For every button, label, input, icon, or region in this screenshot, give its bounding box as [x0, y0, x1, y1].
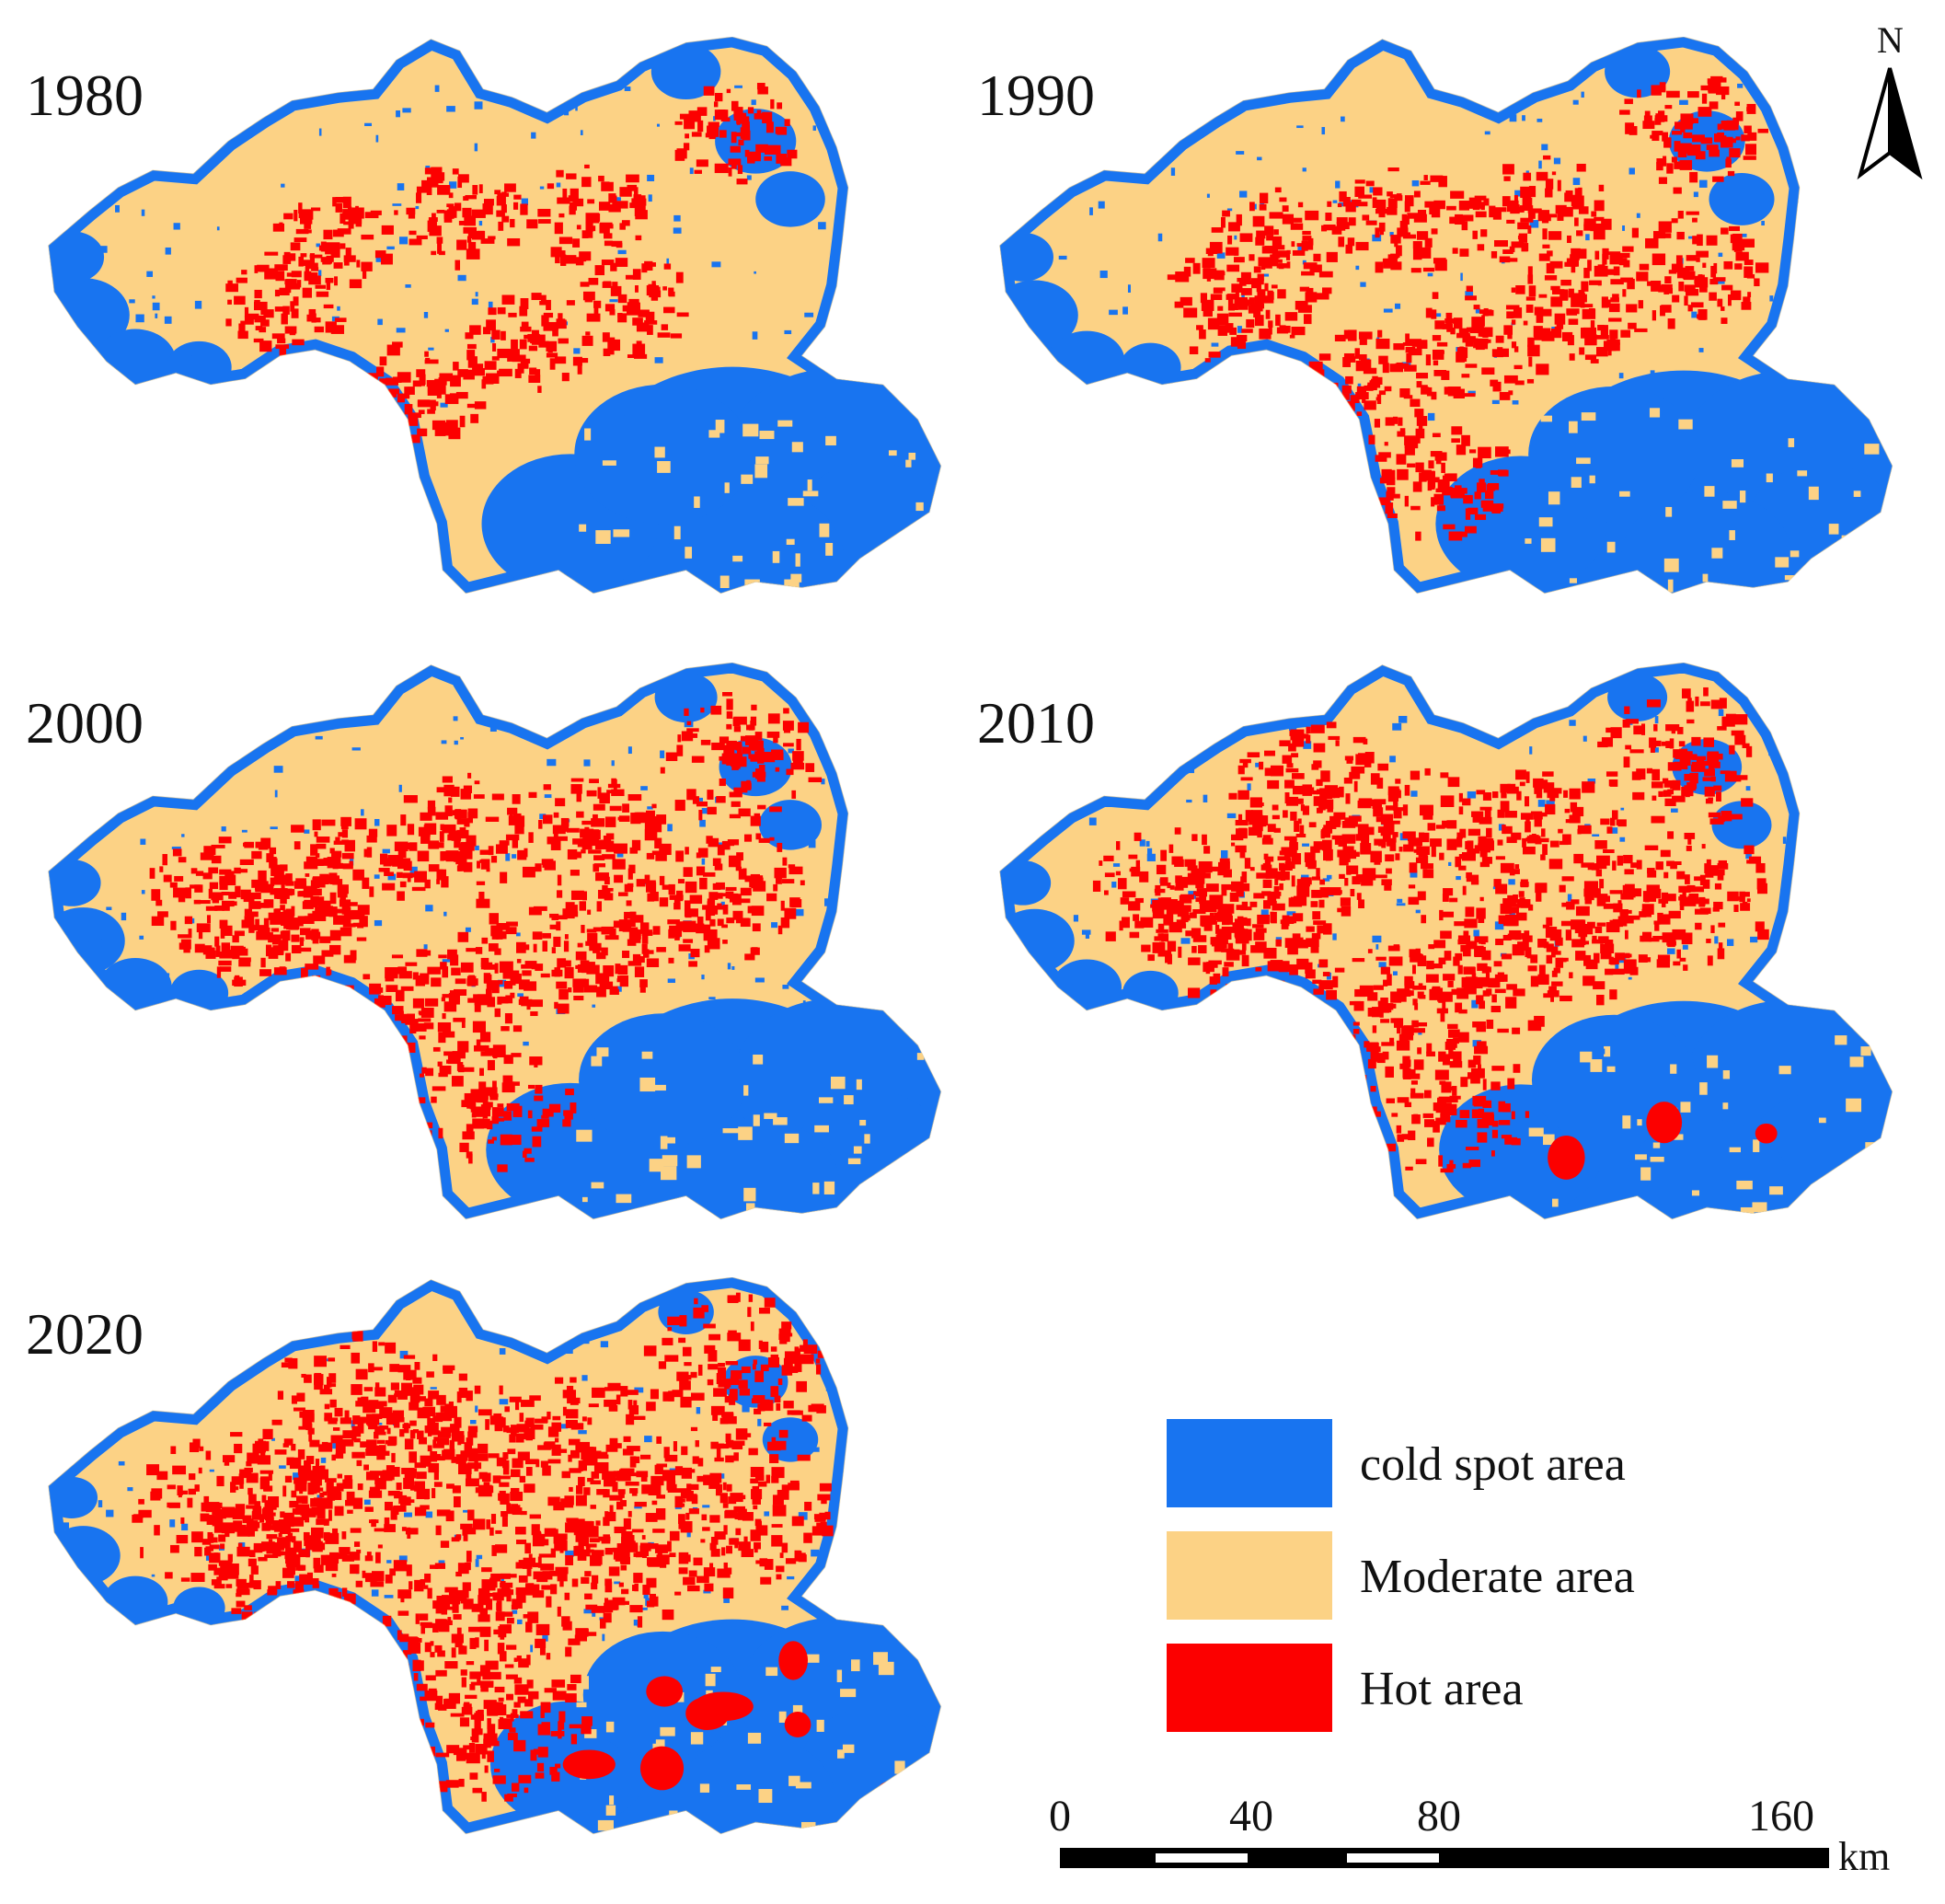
- map-panel-1980: [47, 37, 942, 594]
- north-letter: N: [1877, 19, 1904, 61]
- legend-label-moderate: Moderate area: [1360, 1551, 1635, 1603]
- year-label-2010: 2010: [977, 690, 1095, 756]
- year-label-1980: 1980: [26, 63, 144, 128]
- legend-swatch-cold: [1167, 1419, 1332, 1507]
- scale-bar-graphic: [1060, 1848, 1829, 1868]
- legend-swatch-hot: [1167, 1644, 1332, 1732]
- scale-tick-40: 40: [1229, 1792, 1273, 1841]
- legend-label-cold: cold spot area: [1360, 1438, 1626, 1491]
- scale-tick-160: 160: [1748, 1792, 1814, 1841]
- map-panel-1990: [998, 37, 1893, 594]
- legend-swatch-moderate: [1167, 1531, 1332, 1620]
- legend-label-hot: Hot area: [1360, 1663, 1524, 1715]
- north-arrow-icon: [1857, 67, 1923, 180]
- year-label-2020: 2020: [26, 1301, 144, 1367]
- scale-unit: km: [1838, 1834, 1891, 1879]
- year-label-2000: 2000: [26, 690, 144, 756]
- scale-tick-80: 80: [1417, 1792, 1461, 1841]
- map-panel-2000: [47, 663, 942, 1220]
- map-panel-2010: [998, 663, 1893, 1220]
- year-label-1990: 1990: [977, 63, 1095, 128]
- scale-tick-0: 0: [1049, 1792, 1071, 1841]
- map-panel-2020: [47, 1277, 942, 1835]
